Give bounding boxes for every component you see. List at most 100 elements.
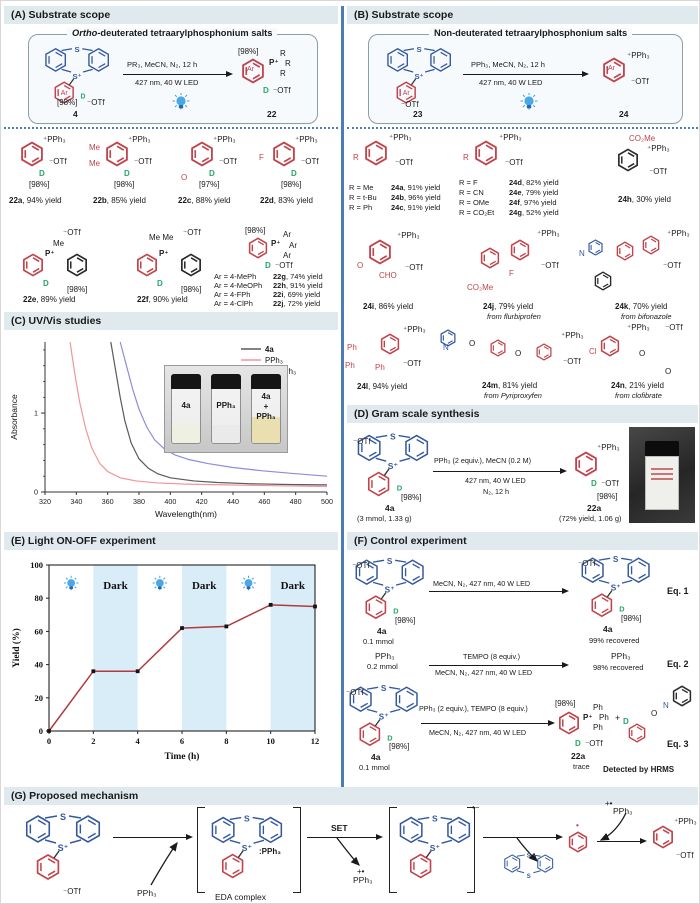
svg-text:Time (h): Time (h) — [165, 751, 200, 762]
svg-text:S: S — [432, 813, 438, 823]
svg-text:1: 1 — [34, 409, 38, 418]
variant-r: R = OMe — [459, 198, 490, 207]
svg-text:Absorbance: Absorbance — [9, 394, 19, 440]
eda-complex-label: EDA complex — [215, 892, 267, 902]
svg-text:320: 320 — [39, 497, 51, 506]
d-label: D — [124, 169, 130, 178]
dotted-divider-a — [4, 127, 338, 129]
reagents-line: PPh₃, MeCN, N₂, 12 h — [471, 60, 545, 69]
pct-label: [98%] — [395, 616, 416, 625]
svg-text:S: S — [390, 431, 396, 441]
svg-text:420: 420 — [196, 497, 208, 506]
pct-label: [98%] — [57, 98, 78, 107]
product-vial — [645, 441, 679, 510]
o-label: O — [651, 709, 658, 718]
ar-label: Ar — [608, 65, 615, 72]
variant-r: Ar = 4-ClPh — [214, 299, 253, 308]
anion-label: ⁻OTf — [63, 228, 81, 237]
benzene-ring-icon — [599, 335, 621, 362]
pct-label: [98%] — [621, 614, 642, 623]
svg-text:20: 20 — [35, 693, 44, 703]
phos-label: ⁺PPh₃ — [597, 443, 620, 452]
compound-id: 22a — [571, 751, 586, 761]
bracket — [389, 807, 397, 893]
rxn-arrow — [483, 832, 563, 841]
benzene-ring-icon — [651, 825, 675, 854]
thianthrenium-icon: S S⁺ D — [345, 679, 422, 756]
svg-text:S: S — [417, 45, 422, 54]
variant-result: 24f, 97% yield — [509, 198, 557, 207]
svg-text:S⁺: S⁺ — [385, 585, 395, 594]
reagent-label: PPh₃ — [611, 651, 631, 661]
variant-result: 24c, 91% yield — [391, 203, 441, 212]
variant-result: 24d, 82% yield — [509, 178, 559, 187]
svg-text:Dark: Dark — [103, 580, 128, 592]
benzene-ring-icon — [601, 57, 627, 88]
phos-label: ⁺PPh₃ — [499, 133, 522, 142]
anion-label: ⁻OTf — [665, 323, 683, 332]
svg-text:S: S — [387, 557, 393, 566]
pyridine-ring-icon — [439, 329, 457, 352]
radical-cation-sign: +• — [357, 867, 365, 876]
svg-text:4: 4 — [136, 736, 141, 746]
result-label: trace — [573, 762, 590, 771]
vial-cap — [645, 441, 679, 456]
phenyl-radical-icon — [567, 831, 589, 858]
substituent-label: O — [515, 349, 522, 358]
phos-label: ⁺PPh₃ — [403, 325, 426, 334]
substituent-label: Me — [89, 159, 101, 168]
reagent-label: PPh₃ — [375, 651, 395, 661]
benzene-ring-icon — [189, 141, 215, 172]
p-label: P⁺ — [269, 58, 279, 67]
variant-result: 24a, 91% yield — [391, 183, 441, 192]
vial-cap — [171, 374, 201, 389]
anion-label: ⁻OTf — [649, 167, 667, 176]
svg-text:S: S — [527, 874, 531, 880]
vial-label: 4a — [261, 392, 271, 401]
phos-label: ⁺PPh₃ — [295, 135, 318, 144]
pph3-radical-label: PPh₃ — [353, 875, 373, 885]
phos-label: ⁺PPh₃ — [647, 144, 670, 153]
svg-text:12: 12 — [311, 736, 320, 746]
label-line — [651, 473, 673, 475]
ar-label: Ar — [247, 66, 254, 73]
substituent-label: O — [639, 349, 646, 358]
r-label: R — [285, 59, 291, 68]
svg-text:100: 100 — [30, 560, 43, 570]
reagents-line: MeCN, N₂, 427 nm, 40 W LED — [433, 579, 531, 588]
scheme-box-a — [28, 34, 318, 124]
compound-id: 4a — [377, 626, 387, 636]
light-bulb-icon — [519, 92, 539, 118]
derived-from: from bifonazole — [621, 312, 672, 321]
svg-text:440: 440 — [227, 497, 239, 506]
benzene-ring-icon — [573, 451, 599, 482]
phos-label: ⁺PPh₃ — [674, 817, 697, 826]
svg-text:PPh₃: PPh₃ — [265, 356, 283, 365]
svg-text:340: 340 — [70, 497, 82, 506]
panel-b-header: (B) Substrate scope — [347, 6, 698, 24]
benzene-ring-icon — [247, 237, 269, 264]
phos-label: ⁺PPh₃ — [561, 331, 584, 340]
curved-arrow — [516, 837, 538, 862]
benzene-ring-icon — [509, 239, 531, 266]
pct-label: [98%] — [67, 285, 88, 294]
svg-text:D: D — [81, 94, 86, 101]
vial-label: + — [263, 402, 269, 411]
svg-text:S⁺: S⁺ — [430, 843, 440, 853]
substituent-label: N — [443, 343, 449, 352]
pct-label: [97%] — [199, 180, 220, 189]
svg-text:480: 480 — [290, 497, 302, 506]
derived-from: from Pyriproxyfen — [484, 391, 542, 400]
thianthrenium-icon: S S⁺ D — [577, 550, 654, 627]
svg-text:S: S — [75, 45, 80, 54]
rxn-arrow — [123, 69, 233, 78]
eq-tag: Eq. 1 — [667, 586, 689, 596]
phos-label: ⁺PPh₃ — [627, 323, 650, 332]
benzene-ring-icon — [367, 239, 393, 270]
svg-text:Dark: Dark — [281, 580, 306, 592]
svg-text:D: D — [387, 734, 392, 743]
benzene-ring-icon — [489, 339, 507, 362]
benzene-ring-icon — [641, 235, 661, 260]
compound-caption: 22b, 85% yield — [93, 196, 146, 205]
scheme-box-b-title: Non-deuterated tetraarylphosphonium salt… — [429, 28, 633, 38]
